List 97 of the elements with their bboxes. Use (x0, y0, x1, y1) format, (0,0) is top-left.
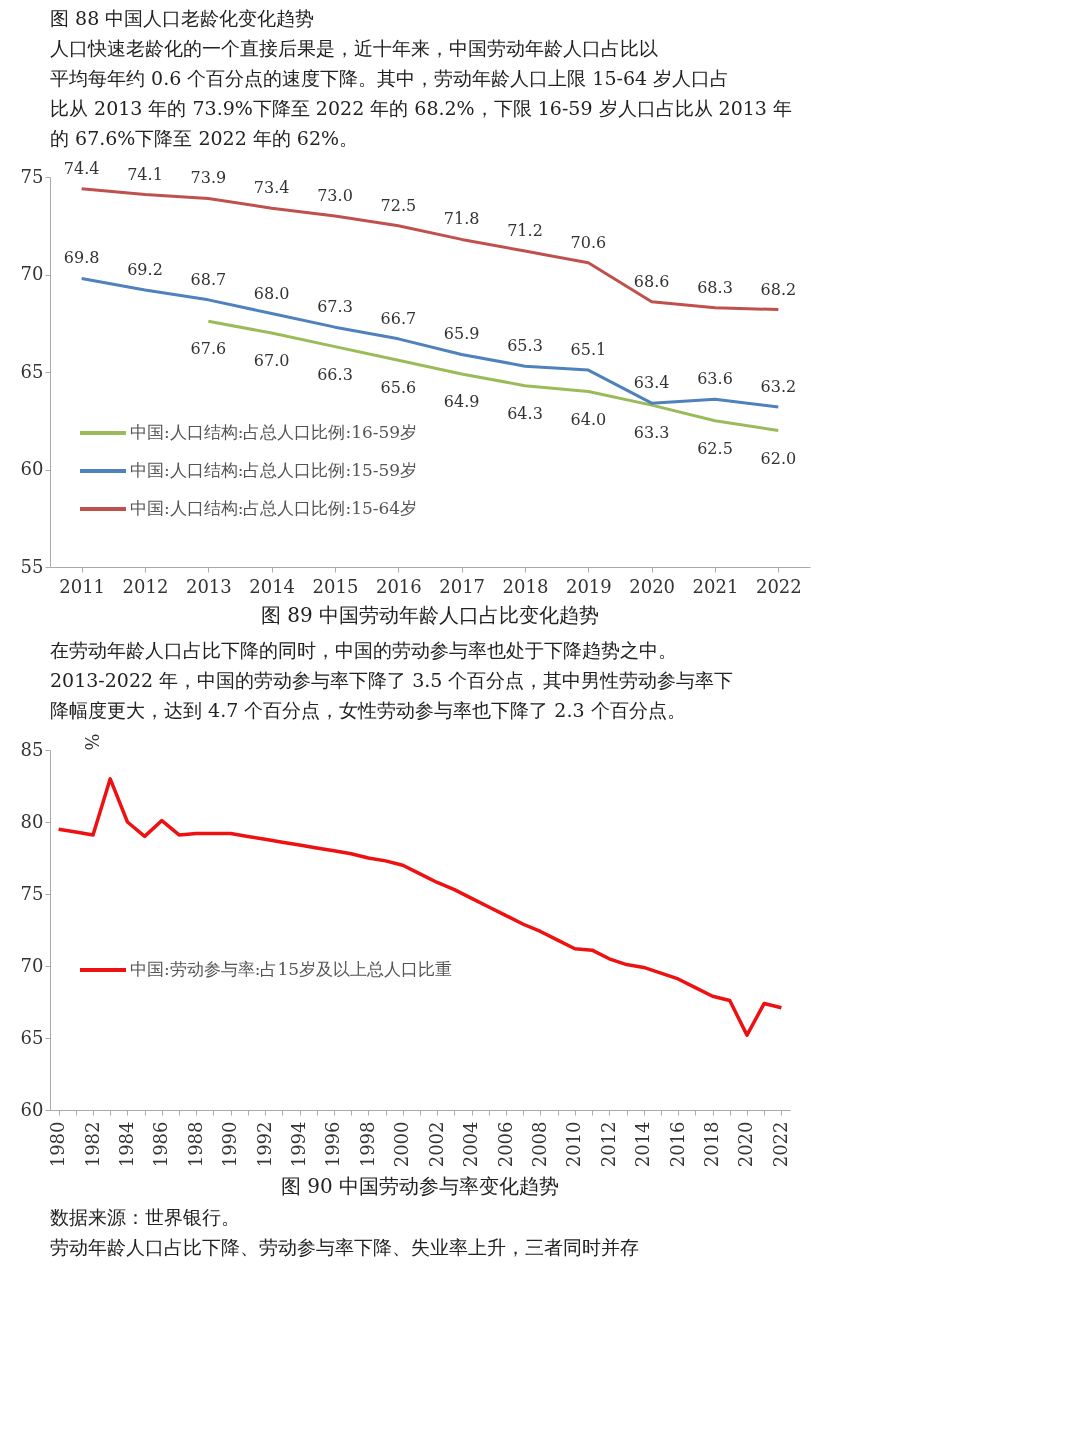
data-label: 68.0 (253, 283, 290, 303)
data-label: 73.0 (317, 186, 353, 205)
text: 降幅度更大，达到 4.7 个百分点，女性劳动参与率也下降了 2.3 个百分点。 (50, 699, 686, 721)
data-label: 67.6 (190, 339, 227, 359)
x-tick-label: 2016 (375, 575, 422, 597)
x-tick-label: 2010 (563, 1121, 585, 1168)
legend-label: 中国:人口结构:占总人口比例:16-59岁 (130, 422, 418, 442)
data-label: 62.5 (697, 438, 733, 458)
data-label: 68.7 (190, 269, 227, 289)
data-label: 69.2 (127, 260, 163, 280)
data-label: 69.8 (63, 248, 100, 268)
x-tick-label: 1988 (184, 1121, 206, 1168)
data-label: 64.0 (570, 409, 607, 429)
data-label: 72.5 (380, 195, 417, 215)
data-label: 67.3 (317, 297, 353, 317)
text: 人口快速老龄化的一个直接后果是，近十年来，中国劳动年龄人口占比以 (50, 37, 658, 59)
text: 图 89 中国劳动年龄人口占比变化趋势 (260, 603, 600, 627)
data-label: 62.0 (760, 448, 797, 468)
x-tick-label: 2015 (312, 575, 359, 597)
data-label: 67.0 (253, 351, 290, 370)
y-tick-label: 60 (20, 1098, 44, 1120)
y-tick-label: 80 (20, 810, 44, 832)
x-tick-label: 2012 (122, 575, 169, 597)
text: 平均每年约 0.6 个百分点的速度下降。其中，劳动年龄人口上限 15-64 岁人口占 (50, 67, 730, 89)
data-label: 73.4 (253, 178, 290, 198)
x-tick-label: 1982 (81, 1121, 103, 1168)
x-tick-label: 2019 (565, 575, 612, 597)
data-label: 63.4 (633, 373, 670, 393)
data-label: 74.1 (127, 164, 163, 184)
x-tick-label: 2014 (249, 575, 296, 597)
x-tick-label: 1994 (288, 1121, 310, 1168)
x-tick-label: 2021 (692, 575, 739, 597)
y-tick-label: 70 (20, 263, 44, 284)
data-label: 68.6 (633, 271, 670, 291)
x-tick-label: 2018 (701, 1121, 723, 1168)
data-label: 64.3 (507, 403, 543, 423)
x-tick-label: 1992 (253, 1121, 275, 1168)
data-label: 63.6 (697, 369, 733, 389)
y-tick-label: 70 (20, 954, 44, 976)
data-label: 64.9 (443, 391, 480, 411)
legend-label: 中国:人口结构:占总人口比例:15-64岁 (130, 498, 418, 518)
data-label: 73.9 (190, 168, 227, 188)
data-label: 71.8 (443, 209, 480, 229)
data-label: 68.3 (697, 277, 733, 297)
legend-label: 中国:人口结构:占总人口比例:15-59岁 (130, 460, 418, 480)
y-tick-label: 65 (20, 1026, 44, 1048)
data-label: 68.2 (760, 279, 797, 299)
text: 比从 2013 年的 73.9%下降至 2022 年的 68.2%，下限 16-59 岁人口占比从 2013 年 (50, 97, 792, 119)
data-label: 71.2 (507, 221, 543, 241)
data-label: 66.3 (317, 364, 353, 384)
x-tick-label: 2000 (391, 1121, 413, 1168)
y-tick-label: 75 (20, 165, 44, 187)
data-label: 65.6 (380, 378, 417, 398)
x-tick-label: 2014 (632, 1121, 654, 1168)
x-tick-label: 2008 (528, 1121, 550, 1168)
line-series (56, 777, 784, 1037)
y-axis-title: % (80, 733, 102, 751)
data-label: 65.9 (443, 324, 480, 344)
text: 劳动年龄人口占比下降、劳动参与率下降、失业率上升，三者同时并存 (50, 1236, 639, 1258)
x-tick-label: 1984 (115, 1121, 137, 1168)
x-tick-label: 2016 (666, 1121, 688, 1168)
x-tick-label: 1998 (356, 1121, 378, 1168)
x-tick-label: 2022 (755, 575, 802, 597)
y-tick-label: 55 (20, 555, 44, 577)
x-tick-label: 2002 (425, 1121, 447, 1168)
x-tick-label: 2017 (439, 575, 486, 597)
x-tick-label: 1986 (150, 1121, 172, 1168)
y-tick-label: 60 (20, 458, 44, 479)
data-label: 65.1 (570, 340, 607, 360)
x-tick-label: 1980 (47, 1121, 69, 1168)
data-label: 66.7 (380, 308, 417, 328)
source-note: 数据来源：世界银行。 (50, 1206, 240, 1228)
y-tick-label: 65 (20, 360, 44, 382)
text: 在劳动年龄人口占比下降的同时，中国的劳动参与率也处于下降趋势之中。 (50, 639, 677, 661)
x-tick-label: 2018 (502, 575, 549, 597)
y-tick-label: 75 (20, 882, 44, 904)
text: 的 67.6%下降至 2022 年的 62%。 (50, 127, 359, 149)
data-label: 74.4 (63, 158, 100, 178)
text: 2013-2022 年，中国的劳动参与率下降了 3.5 个百分点，其中男性劳动参与率下 (50, 669, 734, 691)
data-label: 70.6 (570, 232, 607, 252)
x-tick-label: 2022 (769, 1121, 791, 1168)
x-tick-label: 2020 (629, 575, 676, 597)
text: 图 90 中国劳动参与率变化趋势 (280, 1173, 560, 1198)
y-tick-label: 85 (20, 738, 44, 760)
data-label: 65.3 (507, 336, 543, 356)
x-tick-label: 2011 (59, 575, 106, 597)
x-tick-label: 1996 (322, 1121, 344, 1168)
legend-label: 中国:劳动参与率:占15岁及以上总人口比重 (130, 959, 453, 979)
data-label: 63.3 (633, 423, 670, 443)
data-label: 63.2 (760, 377, 797, 397)
caption: 图 88 中国人口老龄化变化趋势 (50, 7, 315, 29)
x-tick-label: 2004 (460, 1121, 482, 1168)
x-tick-label: 1990 (219, 1121, 241, 1168)
x-tick-label: 2013 (185, 575, 232, 597)
x-tick-label: 2006 (494, 1121, 516, 1168)
x-tick-label: 2012 (597, 1121, 619, 1168)
x-tick-label: 2020 (735, 1121, 757, 1168)
